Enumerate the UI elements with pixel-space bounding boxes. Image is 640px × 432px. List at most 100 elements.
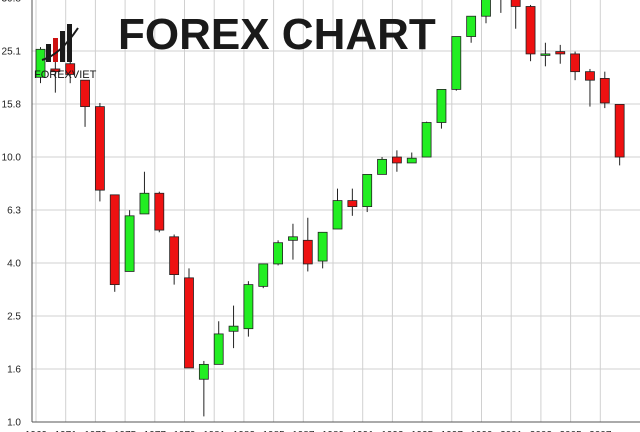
x-tick-label: 2007 <box>589 430 612 432</box>
x-tick-label: 1973 <box>84 430 107 432</box>
x-tick-label: 1979 <box>173 430 196 432</box>
candle-body <box>80 79 90 108</box>
candle-body <box>436 89 447 123</box>
y-tick-label: 2.5 <box>7 312 21 323</box>
candle-body <box>213 333 224 365</box>
logo: FOREXVIET <box>34 24 97 81</box>
x-tick-label: 1989 <box>322 430 345 432</box>
x-tick-label: 2003 <box>530 430 553 432</box>
x-tick-label: 2005 <box>559 430 582 432</box>
candle-up <box>198 360 209 417</box>
candle-body <box>570 53 580 73</box>
x-tick-label: 1985 <box>262 430 285 432</box>
candle-down <box>585 68 595 107</box>
candle-up <box>377 157 387 175</box>
candle-up <box>317 231 328 269</box>
x-tick-label: 1981 <box>203 430 226 432</box>
candle-body <box>243 284 254 330</box>
x-tick-label: 1983 <box>233 430 256 432</box>
candle-body <box>169 236 180 276</box>
candle-body <box>288 236 298 241</box>
candle-down <box>347 188 358 216</box>
candle-body <box>377 158 387 175</box>
candle-body <box>154 192 165 231</box>
candle-up <box>332 188 343 230</box>
x-tick-label: 1969 <box>25 430 48 432</box>
candle-up <box>35 47 46 84</box>
candle-up <box>540 42 551 67</box>
candle-down <box>614 104 625 166</box>
candle-body <box>599 78 610 104</box>
candle-up <box>466 15 477 43</box>
y-tick-label: 4.0 <box>7 259 21 270</box>
y-tick-label: 10.0 <box>2 153 22 164</box>
x-tick-label: 2001 <box>500 430 523 432</box>
y-tick-label: 39.8 <box>2 0 22 5</box>
candle-up <box>124 210 135 272</box>
x-tick-label: 1999 <box>470 430 493 432</box>
x-tick-label: 1971 <box>55 430 78 432</box>
candle-down <box>184 268 194 369</box>
candle-down <box>570 51 580 81</box>
candle-up <box>436 89 447 129</box>
candle-body <box>124 215 135 272</box>
candle-up <box>213 321 224 365</box>
candle-up <box>421 121 432 158</box>
candle-down <box>302 217 313 272</box>
candle-body <box>317 231 328 262</box>
candle-body <box>406 157 417 164</box>
candle-body <box>362 173 373 208</box>
y-tick-label: 15.8 <box>2 100 22 111</box>
x-tick-label: 1975 <box>114 430 137 432</box>
candle-body <box>332 200 343 230</box>
candle-up <box>258 263 269 289</box>
candle-body <box>35 48 46 78</box>
candle-body <box>302 239 313 265</box>
candle-down <box>391 150 402 172</box>
x-tick-label: 1993 <box>381 430 404 432</box>
candle-body <box>540 53 551 56</box>
chart-title: FOREX CHART <box>118 10 436 59</box>
y-tick-label: 6.3 <box>7 206 21 217</box>
candle-body <box>510 0 521 7</box>
bar-chart-logo-icon <box>41 24 79 62</box>
x-tick-label: 1995 <box>411 430 434 432</box>
candle-down <box>80 79 90 127</box>
y-tick-label: 1.0 <box>7 418 21 429</box>
candle-down <box>510 0 521 29</box>
candle-body <box>198 363 209 380</box>
candle-body <box>184 277 194 369</box>
candle-body <box>451 36 462 90</box>
candle-up <box>273 240 284 266</box>
candle-up <box>228 305 239 349</box>
candle-down <box>599 71 610 109</box>
candle-up <box>288 223 298 260</box>
candle-up <box>406 152 417 164</box>
candle-body <box>258 263 269 287</box>
candle-body <box>228 325 239 332</box>
candle-body <box>50 68 61 73</box>
candle-body <box>273 242 284 265</box>
candle-body <box>65 63 76 75</box>
candle-down <box>109 194 120 292</box>
candle-down <box>555 44 566 64</box>
candle-body <box>347 200 358 208</box>
candle-body <box>421 122 432 158</box>
candle-down <box>169 234 180 285</box>
x-tick-label: 1977 <box>144 430 167 432</box>
candle-up <box>139 171 150 215</box>
candle-up <box>500 0 502 13</box>
candle-up <box>362 173 373 213</box>
candle-body <box>95 106 105 191</box>
candle-up <box>451 36 462 91</box>
candle-down <box>154 191 165 233</box>
candle-body <box>109 194 120 286</box>
y-tick-labels: 1.0 1.6 2.5 4.0 6.3 10.0 15.8 25.1 39.8 <box>2 0 22 429</box>
candle-body <box>466 15 477 37</box>
candle-body <box>555 51 566 55</box>
x-tick-label: 1991 <box>352 430 375 432</box>
candle-body <box>585 71 595 81</box>
candles <box>35 0 625 417</box>
candle-down <box>525 4 536 62</box>
